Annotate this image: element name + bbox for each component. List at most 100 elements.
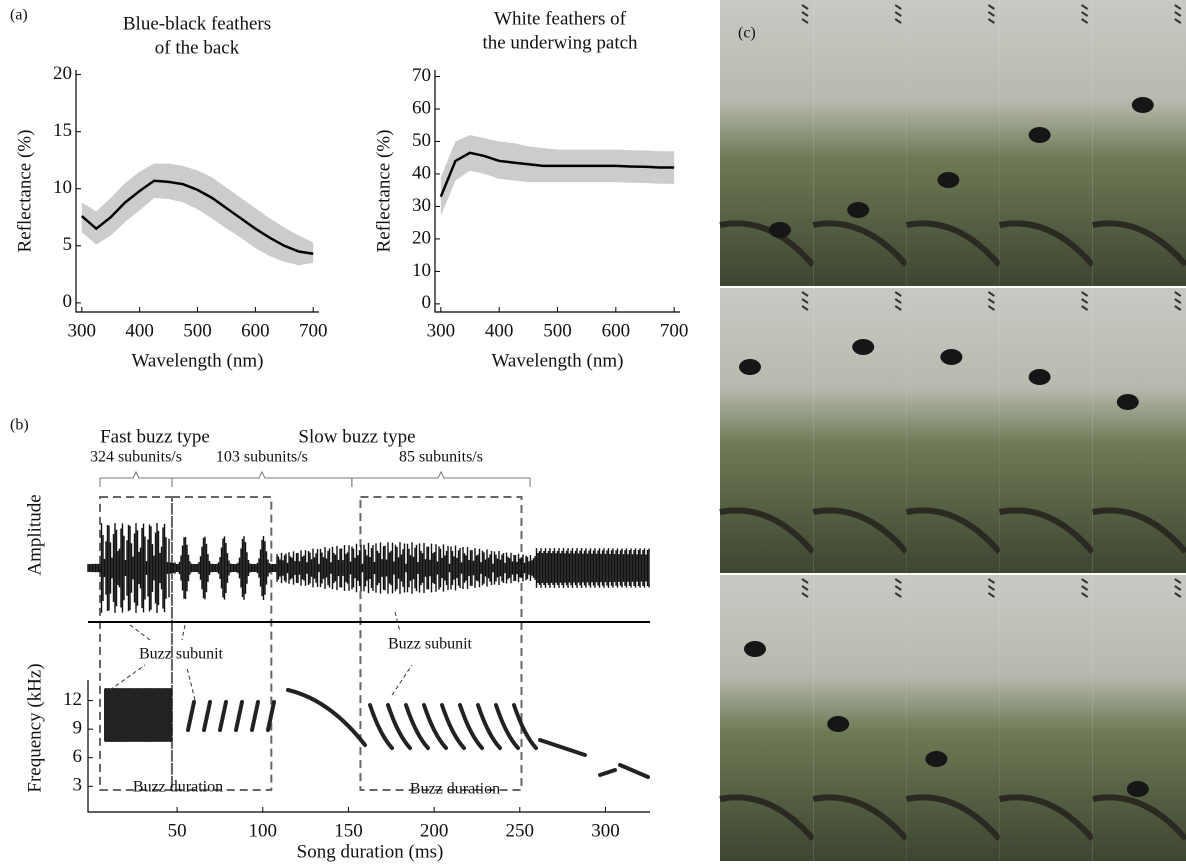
leaves (987, 291, 995, 311)
branch (719, 507, 816, 554)
x-tick-label: 50 (168, 820, 187, 841)
axes (434, 70, 680, 313)
bracket (351, 470, 531, 487)
leaves (1081, 291, 1089, 311)
bird (1126, 781, 1149, 797)
bracket (171, 470, 353, 487)
bird (940, 349, 963, 365)
leaves (894, 4, 902, 24)
branch (999, 794, 1095, 841)
leaves (894, 291, 902, 311)
leaves (1174, 291, 1182, 311)
leaves (1174, 578, 1182, 598)
chart-title: of the back (155, 37, 240, 58)
axes (75, 70, 319, 313)
amplitude-label: Amplitude (24, 494, 45, 575)
chart-title: Blue-black feathers (123, 13, 271, 34)
annotation: Buzz subunit (388, 636, 473, 653)
branch (905, 507, 1002, 554)
x-tick-label: 200 (420, 820, 449, 841)
photo-frame (906, 287, 1000, 574)
panel-label: (c) (738, 25, 756, 42)
bird (937, 172, 960, 188)
branch (999, 220, 1095, 267)
y-tick-label: 50 (412, 130, 431, 151)
photo-frame (999, 0, 1093, 287)
y-tick-label: 15 (53, 120, 72, 141)
y-tick-label: 10 (412, 260, 431, 281)
y-tick-label: 20 (412, 227, 431, 248)
x-tick-label: 700 (660, 320, 689, 341)
buzz-type: Slow buzz type (298, 426, 415, 447)
bird (847, 202, 870, 218)
rate-label: 103 subunits/s (216, 449, 308, 466)
buzz-box (170, 496, 273, 791)
x-tick-label: 150 (334, 820, 363, 841)
photo-frame (1092, 0, 1186, 287)
annotation: Buzz duration (133, 779, 223, 796)
photo-frame (999, 287, 1093, 574)
y-axis-label: Reflectance (%) (14, 130, 35, 253)
photo-frame (813, 574, 907, 861)
leaves (801, 578, 809, 598)
chart-title: the underwing patch (482, 32, 638, 53)
x-tick-label: 400 (485, 320, 514, 341)
branch (999, 507, 1095, 554)
photo-frame (1092, 287, 1186, 574)
axes (87, 680, 650, 813)
leaves (987, 578, 995, 598)
y-tick-label: 5 (63, 234, 73, 255)
bird (925, 751, 948, 767)
y-tick-label: 0 (422, 292, 432, 313)
branch (1092, 507, 1186, 554)
buzz-type: Fast buzz type (100, 426, 210, 447)
leaves (987, 4, 995, 24)
y-tick-label: 70 (412, 65, 431, 86)
x-axis-label: Song duration (ms) (297, 841, 444, 862)
y-tick-label: 30 (412, 195, 431, 216)
chart-title: White feathers of (494, 8, 627, 29)
photo-frame (906, 574, 1000, 861)
x-tick-label: 600 (602, 320, 631, 341)
buzz-box (359, 496, 523, 791)
x-tick-label: 400 (125, 320, 154, 341)
y-tick-label: 9 (73, 718, 83, 739)
bird (852, 339, 875, 355)
arrows (109, 611, 413, 701)
x-tick-label: 300 (427, 320, 456, 341)
annotation: Buzz subunit (139, 646, 224, 663)
photo-frame (906, 0, 1000, 287)
branch (719, 794, 816, 841)
mean-line (439, 151, 675, 198)
spectrogram (104, 688, 650, 779)
branch (905, 220, 1002, 267)
bird (744, 641, 766, 657)
leaves (801, 4, 809, 24)
branch (719, 220, 816, 267)
photo-frame (999, 574, 1093, 861)
bird (1116, 394, 1139, 410)
bird (827, 716, 850, 732)
x-axis-label: Wavelength (nm) (492, 350, 624, 371)
x-tick-label: 100 (249, 820, 278, 841)
branch (812, 220, 909, 267)
branch (812, 794, 909, 841)
bracket (99, 470, 173, 487)
panel-label: (b) (10, 417, 29, 434)
branch (1092, 220, 1186, 267)
photo-frame (1092, 574, 1186, 861)
band (440, 134, 675, 217)
y-axis-label: Reflectance (%) (373, 130, 394, 253)
bird (769, 222, 791, 238)
x-tick-label: 300 (591, 820, 620, 841)
mean-line (80, 179, 314, 256)
photo-frame (720, 574, 814, 861)
x-tick-label: 500 (183, 320, 212, 341)
rate-label: 85 subunits/s (399, 449, 483, 466)
branch (1092, 794, 1186, 841)
photo-frame (813, 287, 907, 574)
y-tick-label: 0 (63, 291, 73, 312)
bird (1131, 97, 1154, 113)
bird (1028, 369, 1051, 385)
